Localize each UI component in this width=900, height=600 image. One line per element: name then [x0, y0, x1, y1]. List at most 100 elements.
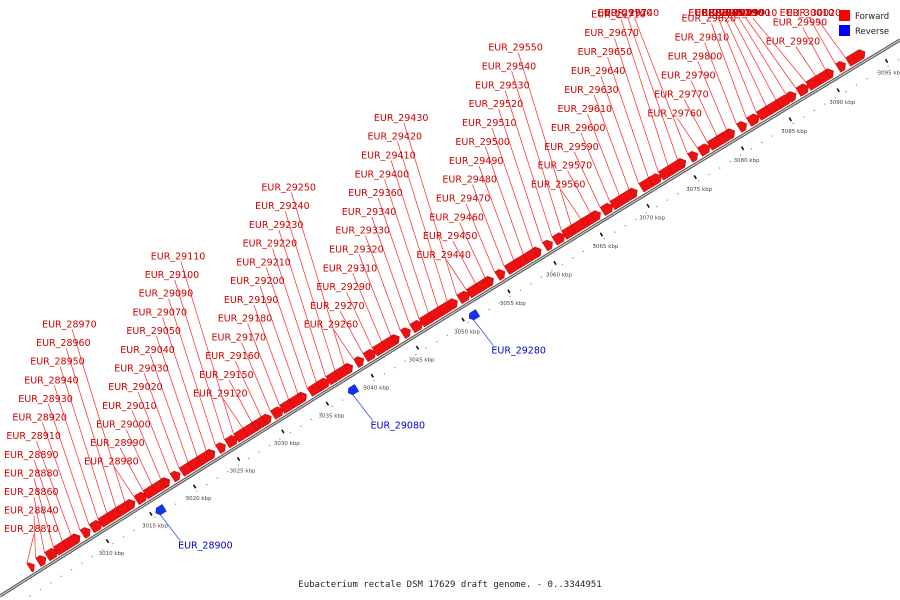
forward-gene-label[interactable]: EUR_29220	[243, 239, 298, 250]
reverse-gene-label[interactable]: EUR_29080	[371, 420, 426, 431]
forward-gene-label[interactable]: EUR_29260	[304, 320, 359, 331]
forward-gene-label[interactable]: EUR_29410	[361, 151, 416, 162]
forward-gene-label[interactable]: EUR_29460	[429, 212, 484, 223]
forward-gene-label[interactable]: EUR_29650	[578, 47, 633, 58]
forward-gene-arrow[interactable]	[746, 114, 759, 127]
forward-gene-label[interactable]: EUR_29400	[355, 169, 410, 180]
forward-gene-label[interactable]: EUR_29740	[605, 8, 660, 19]
forward-gene-label[interactable]: EUR_29600	[551, 123, 606, 134]
reverse-gene-arrow[interactable]	[469, 310, 480, 321]
forward-gene-label[interactable]: EUR_29340	[342, 207, 397, 218]
forward-gene-label[interactable]: EUR_29110	[151, 251, 206, 262]
forward-gene-arrow[interactable]	[363, 349, 376, 362]
forward-gene-label[interactable]: EUR_29500	[455, 137, 510, 148]
forward-gene-label[interactable]: EUR_29270	[310, 301, 365, 312]
forward-gene-label[interactable]: EUR_29540	[482, 61, 537, 72]
forward-gene-label[interactable]: EUR_29190	[224, 295, 279, 306]
forward-gene-arrow[interactable]	[697, 144, 710, 157]
forward-gene-label[interactable]: EUR_28840	[4, 506, 59, 517]
forward-gene-label[interactable]: EUR_29150	[199, 370, 254, 381]
forward-gene-arrow[interactable]	[170, 471, 180, 482]
reverse-gene-arrow[interactable]	[156, 504, 167, 515]
forward-gene-label[interactable]: EUR_29480	[442, 175, 497, 186]
forward-gene-label[interactable]: EUR_29470	[436, 194, 491, 205]
forward-gene-label[interactable]: EUR_29510	[462, 118, 517, 129]
forward-gene-label[interactable]: EUR_29910	[723, 8, 778, 19]
forward-gene-label[interactable]: EUR_29520	[469, 99, 524, 110]
forward-gene-label[interactable]: EUR_29330	[335, 226, 390, 237]
forward-gene-label[interactable]: EUR_29610	[558, 104, 613, 115]
forward-gene-arrow[interactable]	[552, 233, 565, 246]
forward-gene-label[interactable]: EUR_29120	[193, 389, 248, 400]
forward-gene-label[interactable]: EUR_29570	[538, 161, 593, 172]
forward-gene-arrow[interactable]	[80, 527, 90, 538]
forward-gene-label[interactable]: EUR_29640	[571, 66, 626, 77]
forward-gene-arrow[interactable]	[224, 435, 237, 448]
forward-gene-label[interactable]: EUR_28990	[90, 438, 145, 449]
forward-gene-label[interactable]: EUR_29100	[145, 270, 200, 281]
forward-gene-label[interactable]: EUR_29800	[668, 52, 723, 63]
forward-gene-arrow[interactable]	[27, 563, 35, 573]
forward-gene-arrow[interactable]	[215, 443, 225, 454]
forward-gene-label[interactable]: EUR_29440	[416, 250, 471, 261]
forward-gene-label[interactable]: EUR_29450	[423, 231, 478, 242]
forward-gene-label[interactable]: EUR_29630	[564, 85, 619, 96]
forward-gene-label[interactable]: EUR_28930	[18, 394, 73, 405]
forward-gene-label[interactable]: EUR_28810	[4, 524, 59, 535]
forward-gene-label[interactable]: EUR_29010	[102, 401, 157, 412]
forward-gene-label[interactable]: EUR_29180	[218, 314, 273, 325]
forward-gene-label[interactable]: EUR_29200	[230, 276, 285, 287]
forward-gene-arrow[interactable]	[796, 84, 809, 97]
forward-gene-label[interactable]: EUR_29790	[661, 71, 716, 82]
forward-gene-label[interactable]: EUR_29030	[114, 363, 169, 374]
forward-gene-arrow[interactable]	[835, 61, 845, 72]
forward-gene-label[interactable]: EUR_29530	[475, 80, 530, 91]
forward-gene-label[interactable]: EUR_28880	[4, 468, 59, 479]
forward-gene-arrow[interactable]	[270, 407, 283, 420]
forward-gene-arrow[interactable]	[36, 555, 46, 566]
forward-gene-label[interactable]: EUR_29250	[261, 183, 316, 194]
forward-gene-label[interactable]: EUR_29670	[584, 28, 639, 39]
forward-gene-label[interactable]: EUR_29000	[96, 419, 151, 430]
forward-gene-arrow[interactable]	[600, 203, 613, 216]
forward-gene-label[interactable]: EUR_29160	[205, 351, 260, 362]
reverse-gene-label[interactable]: EUR_28900	[178, 541, 233, 552]
forward-gene-label[interactable]: EUR_29560	[531, 180, 586, 191]
forward-gene-label[interactable]: EUR_29310	[323, 263, 378, 274]
forward-gene-label[interactable]: EUR_29040	[120, 345, 175, 356]
forward-gene-label[interactable]: EUR_29210	[236, 258, 291, 269]
forward-gene-label[interactable]: EUR_29170	[212, 332, 267, 343]
reverse-gene-label[interactable]: EUR_29280	[491, 346, 546, 357]
forward-gene-arrow[interactable]	[495, 269, 505, 280]
forward-gene-label[interactable]: EUR_29420	[368, 132, 423, 143]
forward-gene-label[interactable]: EUR_29240	[255, 201, 310, 212]
forward-gene-label[interactable]: EUR_29770	[654, 89, 709, 100]
forward-gene-arrow[interactable]	[687, 151, 697, 162]
forward-gene-label[interactable]: EUR_29290	[316, 282, 371, 293]
forward-gene-label[interactable]: EUR_29360	[348, 188, 403, 199]
forward-gene-label[interactable]: EUR_29990	[773, 17, 828, 28]
forward-gene-label[interactable]: EUR_29090	[139, 289, 194, 300]
forward-gene-label[interactable]: EUR_29320	[329, 245, 384, 256]
forward-gene-arrow[interactable]	[354, 357, 364, 368]
forward-gene-label[interactable]: EUR_29230	[249, 220, 304, 231]
forward-gene-arrow[interactable]	[736, 121, 746, 132]
forward-gene-label[interactable]: EUR_29760	[647, 108, 702, 119]
forward-gene-label[interactable]: EUR_30020	[787, 8, 842, 19]
forward-gene-label[interactable]: EUR_28970	[42, 319, 97, 330]
reverse-gene-arrow[interactable]	[348, 384, 359, 395]
forward-gene-arrow[interactable]	[410, 320, 423, 333]
forward-gene-arrow[interactable]	[542, 240, 552, 251]
forward-gene-label[interactable]: EUR_29430	[374, 113, 429, 124]
forward-gene-label[interactable]: EUR_28910	[6, 431, 61, 442]
forward-gene-arrow[interactable]	[400, 328, 410, 339]
forward-gene-label[interactable]: EUR_29550	[488, 43, 543, 54]
forward-gene-label[interactable]: EUR_28940	[24, 375, 79, 386]
forward-gene-label[interactable]: EUR_28980	[84, 457, 139, 468]
forward-gene-arrow[interactable]	[457, 291, 470, 304]
forward-gene-label[interactable]: EUR_28960	[36, 338, 91, 349]
forward-gene-label[interactable]: EUR_29070	[133, 307, 188, 318]
forward-gene-label[interactable]: EUR_29020	[108, 382, 163, 393]
forward-gene-label[interactable]: EUR_29490	[449, 156, 504, 167]
forward-gene-label[interactable]: EUR_28950	[30, 357, 85, 368]
